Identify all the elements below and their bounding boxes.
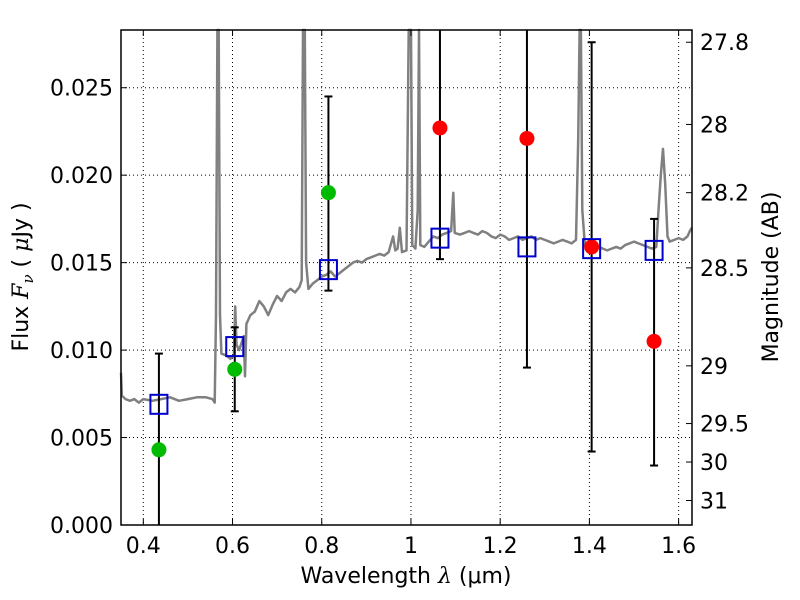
y-tick-label: 0.000 [50, 514, 113, 539]
x-tick-label: 0.8 [304, 534, 339, 559]
y2-axis-label: Magnitude (AB) [759, 192, 784, 363]
spectrum-layer [119, 28, 694, 404]
data-point-circle [227, 361, 243, 377]
y-tick-label: 0.015 [50, 252, 113, 277]
y-tick-label: 0.010 [50, 339, 113, 364]
y2-tick-label: 28 [700, 113, 728, 138]
x-axis-label: Wavelength λ (μm) [300, 564, 511, 589]
data-point-circle [646, 333, 662, 349]
x-axis-ticks: 0.4 0.6 0.8 1 1.2 1.4 1.6 [126, 30, 696, 559]
data-point-square [149, 393, 169, 415]
data-point-square [430, 227, 450, 249]
y2-tick-label: 30 [700, 451, 728, 476]
y2-tick-label: 28.5 [700, 257, 749, 282]
y2-tick-label: 31 [700, 490, 728, 515]
grid [121, 30, 692, 525]
data-point-circle [519, 130, 535, 146]
x-tick-label: 1 [404, 534, 418, 559]
y2-axis-ticks: 27.8 28 28.2 28.5 29 29.5 30 31 [686, 31, 749, 515]
y-axis-label: Flux Fν ( μJy ) [9, 202, 37, 351]
x-tick-label: 1.4 [572, 534, 607, 559]
y2-tick-label: 29.5 [700, 413, 749, 438]
data-point-circle [151, 442, 167, 458]
y-axis-ticks: 0.000 0.005 0.010 0.015 0.020 0.025 [50, 77, 127, 539]
data-point-square [225, 336, 245, 358]
data-point-circle [432, 120, 448, 136]
data-point-square [644, 239, 664, 261]
data-point-square [582, 238, 602, 260]
plot-frame [120, 29, 693, 526]
x-tick-label: 1.6 [661, 534, 696, 559]
data-point-square [517, 236, 537, 258]
data-point-square [318, 259, 338, 281]
data-point-circle [320, 185, 336, 201]
y2-tick-label: 29 [700, 355, 728, 380]
y2-tick-label: 27.8 [700, 31, 749, 56]
data-point-circle [584, 239, 600, 255]
y-tick-label: 0.025 [50, 77, 113, 102]
marker-layer [149, 120, 664, 458]
spectrum-line [119, 28, 694, 404]
y-tick-label: 0.005 [50, 427, 113, 452]
x-tick-label: 1.2 [483, 534, 518, 559]
x-tick-label: 0.4 [126, 534, 161, 559]
x-tick-label: 0.6 [215, 534, 250, 559]
y-tick-label: 0.020 [50, 164, 113, 189]
y2-tick-label: 28.2 [700, 182, 749, 207]
